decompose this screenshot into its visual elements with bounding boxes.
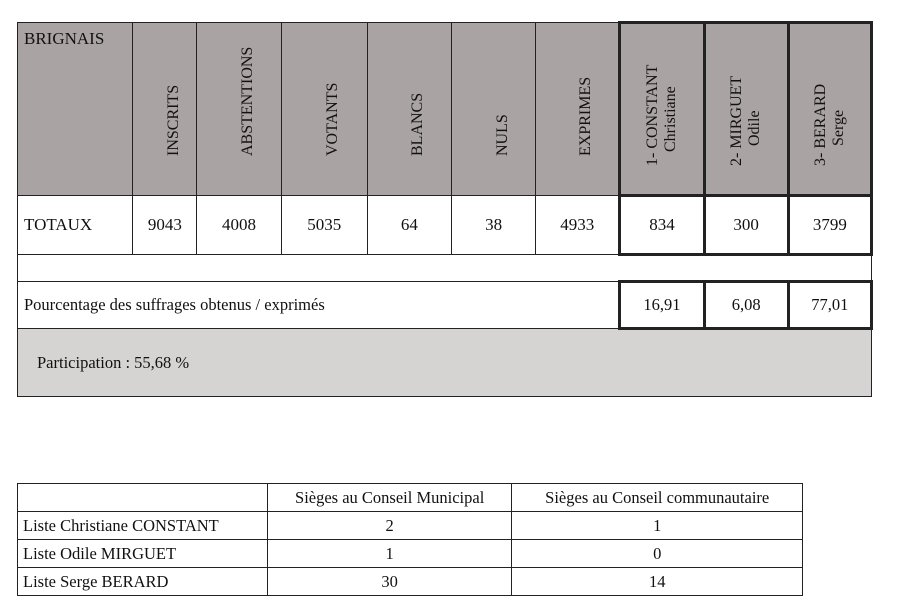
header-nuls: NULS: [450, 22, 537, 196]
total-candidate-2: 300: [702, 194, 790, 256]
seats-header-empty: [17, 483, 268, 512]
header-inscrits: INSCRITS: [132, 22, 198, 196]
table-row: Liste Odile MIRGUET 1 0: [17, 539, 803, 568]
total-exprimes: 4933: [535, 195, 621, 255]
percentage-row: Pourcentage des suffrages obtenus / expr…: [16, 280, 874, 330]
seats-municipal: 1: [266, 539, 513, 568]
list-name: Liste Odile MIRGUET: [17, 539, 268, 568]
seats-communautaire: 0: [511, 539, 803, 568]
seats-header-row: Sièges au Conseil Municipal Sièges au Co…: [17, 483, 803, 512]
seats-header-municipal: Sièges au Conseil Municipal: [266, 483, 513, 512]
total-nuls: 38: [450, 195, 537, 255]
seats-municipal: 2: [266, 511, 513, 540]
seats-communautaire: 14: [511, 567, 803, 596]
table-row: Liste Serge BERARD 30 14: [17, 567, 803, 596]
total-blancs: 64: [366, 195, 452, 255]
header-votants: VOTANTS: [280, 22, 368, 196]
percentage-candidate-3: 77,01: [786, 280, 874, 330]
header-exprimes: EXPRIMES: [535, 22, 621, 196]
election-results-table: BRIGNAIS INSCRITS ABSTENTIONS VOTANTS BL…: [16, 21, 874, 397]
participation-row: Participation : 55,68 %: [17, 328, 872, 397]
percentage-candidate-1: 16,91: [618, 280, 706, 330]
totals-row: TOTAUX 9043 4008 5035 64 38 4933 834 300…: [16, 194, 874, 256]
percentage-label: Pourcentage des suffrages obtenus / expr…: [16, 281, 621, 329]
total-votants: 5035: [280, 195, 368, 255]
participation-text: Participation : 55,68 %: [17, 328, 872, 397]
commune-name: BRIGNAIS: [16, 22, 134, 196]
totals-label: TOTAUX: [16, 195, 134, 255]
total-candidate-3: 3799: [786, 194, 874, 256]
spacer-cell: [17, 254, 872, 282]
table-row: Liste Christiane CONSTANT 2 1: [17, 511, 803, 540]
total-abstentions: 4008: [196, 195, 282, 255]
total-inscrits: 9043: [132, 195, 198, 255]
header-abstentions: ABSTENTIONS: [196, 22, 282, 196]
seats-table: Sièges au Conseil Municipal Sièges au Co…: [17, 483, 803, 596]
list-name: Liste Serge BERARD: [17, 567, 268, 596]
seats-communautaire: 1: [511, 511, 803, 540]
header-candidate-2: 2- MIRGUET Odile: [702, 21, 790, 197]
header-candidate-3: 3- BERARD Serge: [786, 21, 874, 197]
header-candidate-1: 1- CONSTANT Christiane: [618, 21, 706, 197]
header-row: BRIGNAIS INSCRITS ABSTENTIONS VOTANTS BL…: [16, 21, 874, 197]
seats-header-communautaire: Sièges au Conseil communautaire: [511, 483, 803, 512]
percentage-candidate-2: 6,08: [702, 280, 790, 330]
list-name: Liste Christiane CONSTANT: [17, 511, 268, 540]
total-candidate-1: 834: [618, 194, 706, 256]
seats-municipal: 30: [266, 567, 513, 596]
spacer-row: [17, 254, 872, 282]
header-blancs: BLANCS: [366, 22, 452, 196]
